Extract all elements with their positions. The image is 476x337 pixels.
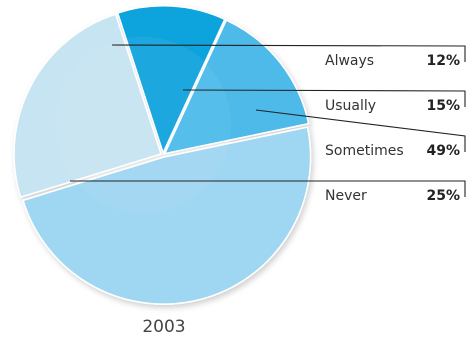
legend: Always 12% Usually 15% Sometimes 49% Never 25%: [325, 53, 460, 204]
chart-caption: 2003: [142, 317, 185, 337]
leader-line-sometimes: [255, 109, 466, 152]
legend-label-sometimes: Sometimes: [325, 143, 404, 159]
legend-value-never: 25%: [426, 188, 460, 204]
legend-label-never: Never: [325, 188, 367, 204]
pie-slices: [13, 5, 312, 305]
pie-slice-sometimes: [22, 126, 312, 305]
leader-lines: [70, 44, 466, 197]
legend-label-usually: Usually: [325, 98, 376, 114]
legend-label-always: Always: [325, 53, 374, 69]
leader-line-usually: [182, 89, 466, 107]
legend-value-usually: 15%: [426, 98, 460, 114]
leader-line-never: [70, 180, 466, 197]
pie-highlight: [54, 36, 232, 214]
legend-value-sometimes: 49%: [426, 143, 460, 159]
legend-value-always: 12%: [426, 53, 460, 69]
leader-line-always: [111, 44, 466, 62]
